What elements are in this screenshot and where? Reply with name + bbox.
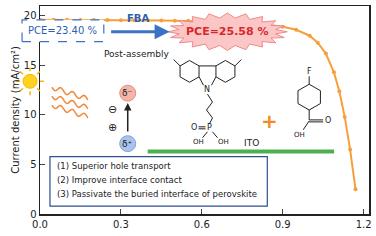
svg-text:P: P (207, 123, 212, 132)
svg-text:0.3: 0.3 (113, 219, 129, 230)
svg-text:PCE=23.40 %: PCE=23.40 % (28, 25, 97, 36)
svg-text:⊖: ⊖ (108, 103, 117, 116)
svg-text:ITO: ITO (244, 138, 259, 148)
svg-text:OH: OH (218, 138, 229, 146)
svg-text:δ⁺: δ⁺ (122, 139, 133, 149)
svg-text:PCE=25.58 %: PCE=25.58 % (186, 25, 269, 38)
svg-text:10: 10 (24, 109, 37, 120)
svg-text:N: N (204, 85, 210, 94)
svg-text:⊕: ⊕ (108, 121, 117, 134)
svg-text:δ⁻: δ⁻ (122, 88, 133, 98)
svg-text:Current density (mA/cm²): Current density (mA/cm²) (10, 46, 21, 174)
svg-text:(1) Superior hole transport: (1) Superior hole transport (57, 161, 171, 171)
svg-text:0: 0 (30, 209, 36, 220)
svg-text:0.9: 0.9 (275, 219, 291, 230)
svg-text:15: 15 (24, 60, 37, 71)
svg-text:0.6: 0.6 (194, 219, 210, 230)
svg-text:Post-assembly: Post-assembly (104, 49, 169, 59)
svg-text:O: O (191, 123, 197, 132)
svg-text:O: O (325, 116, 331, 125)
svg-text:20: 20 (24, 10, 37, 21)
svg-text:OH: OH (294, 131, 305, 139)
svg-text:(3) Passivate the buried inter: (3) Passivate the buried interface of pe… (57, 189, 257, 199)
svg-text:OH: OH (193, 138, 204, 146)
svg-text:(2) Improve interface contact: (2) Improve interface contact (57, 175, 182, 185)
svg-text:0.0: 0.0 (32, 219, 48, 230)
svg-text:1.2: 1.2 (356, 219, 372, 230)
svg-text:FBA: FBA (127, 13, 149, 24)
svg-text:5: 5 (30, 159, 36, 170)
svg-text:F: F (307, 67, 312, 76)
svg-text:+: + (261, 109, 278, 133)
